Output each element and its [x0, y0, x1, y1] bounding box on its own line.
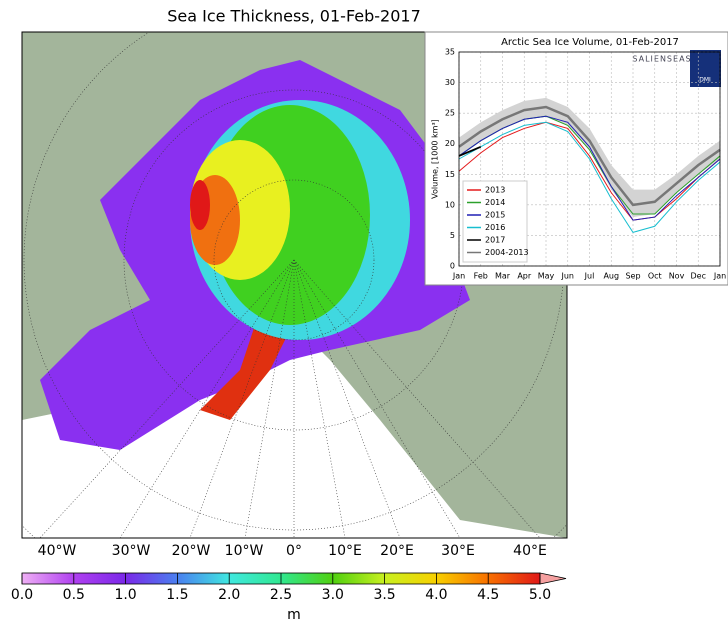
x-tick-label: Dec — [691, 272, 706, 281]
y-tick-label: 30 — [445, 78, 455, 87]
legend-box — [462, 180, 528, 263]
colorbar-tick-label: 1.5 — [166, 587, 188, 603]
series-line — [458, 121, 721, 233]
y-tick-label: 5 — [450, 231, 455, 240]
colorbar-label: m — [287, 607, 301, 623]
plot-frame — [458, 51, 721, 267]
series-line — [458, 105, 721, 207]
colorbar-tick-label: 3.0 — [322, 587, 344, 603]
x-tick-label: Jan — [713, 272, 726, 281]
colorbar-tick-label: 2.0 — [218, 587, 240, 603]
y-tick-label: 20 — [445, 139, 455, 148]
colorbar-extend — [539, 572, 567, 585]
open-water — [22, 330, 567, 538]
lon-label: 10°W — [225, 543, 264, 559]
x-tick-label: Feb — [474, 272, 488, 281]
x-tick-label: Jul — [584, 272, 595, 281]
lon-label: 40°E — [513, 543, 547, 559]
legend-label: 2017 — [485, 236, 505, 245]
ice-thickest — [190, 180, 210, 230]
x-tick-label: Jan — [452, 272, 465, 281]
y-tick-label: 10 — [445, 200, 455, 209]
x-tick-label: Sep — [625, 272, 640, 281]
x-tick-label: Apr — [517, 272, 532, 281]
y-tick-label: 0 — [450, 262, 455, 271]
x-tick-label: May — [538, 272, 555, 281]
colorbar-tick-label: 4.5 — [477, 587, 499, 603]
x-tick-label: Mar — [495, 272, 511, 281]
y-tick-label: 25 — [445, 109, 455, 118]
lon-label: 30°W — [112, 543, 151, 559]
colorbar-tick-label: 0.5 — [63, 587, 85, 603]
lon-label: 30°E — [441, 543, 475, 559]
legend-label: 2013 — [485, 186, 505, 195]
x-tick-label: Oct — [648, 272, 662, 281]
y-tick-label: 15 — [445, 170, 455, 179]
x-tick-label: Aug — [603, 272, 619, 281]
y-axis-label: Volume, [1000 km³] — [431, 119, 440, 199]
lon-label: 20°W — [172, 543, 211, 559]
legend-label: 2015 — [485, 211, 505, 220]
logo-badge — [690, 50, 721, 87]
lon-label: 10°E — [328, 543, 362, 559]
colorbar-tick-label: 3.5 — [373, 587, 395, 603]
legend-label: 2004-2013 — [485, 248, 529, 257]
series-line — [458, 145, 482, 157]
legend-label: 2014 — [485, 198, 505, 207]
inset-title: Arctic Sea Ice Volume, 01-Feb-2017 — [501, 37, 679, 48]
y-tick-label: 35 — [445, 48, 455, 57]
logo-badge-text: DMI — [699, 77, 711, 84]
colorbar-tick-label: 1.0 — [114, 587, 136, 603]
colorbar-tick-label: 0.0 — [11, 587, 33, 603]
lon-label: 0° — [286, 543, 302, 559]
colorbar-tick-label: 2.5 — [270, 587, 292, 603]
logo-text: SALIENSEAS — [632, 55, 691, 64]
colorbar-tick-label: 4.0 — [425, 587, 447, 603]
legend-label: 2016 — [485, 223, 505, 232]
x-tick-label: Nov — [669, 272, 685, 281]
lon-label: 40°W — [38, 543, 77, 559]
series-line — [458, 115, 721, 221]
legend: 2013 2014 2015 2016 2017 2004-2013 — [462, 180, 529, 263]
lon-label: 20°E — [380, 543, 414, 559]
map-title: Sea Ice Thickness, 01-Feb-2017 — [167, 7, 421, 26]
colorbar-tick-label: 5.0 — [529, 587, 551, 603]
ice-coast — [200, 310, 290, 420]
series-line — [458, 121, 721, 221]
x-tick-label: Jun — [561, 272, 575, 281]
